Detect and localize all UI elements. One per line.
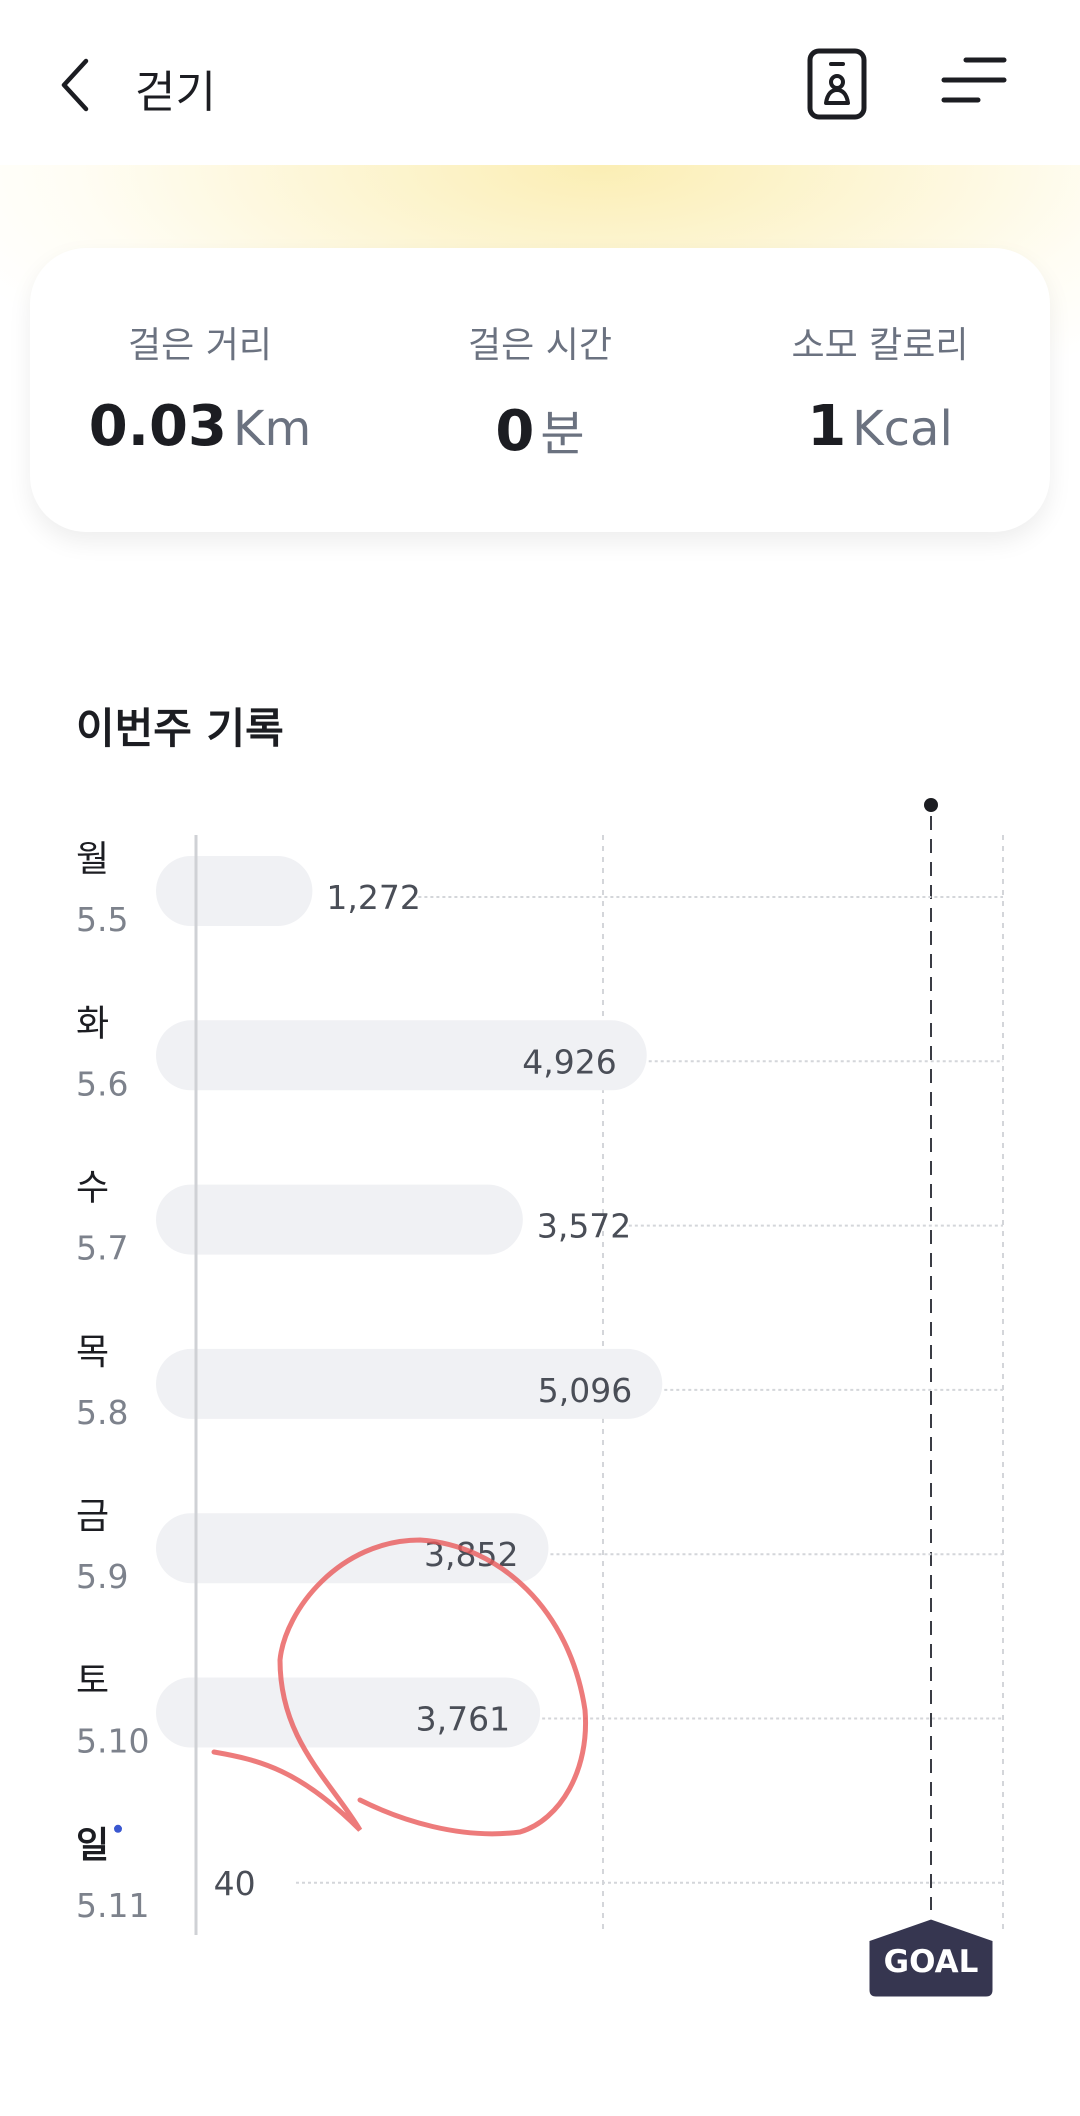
stat-distance: 걸은 거리 0.03 Km: [30, 248, 370, 532]
day-label: 목: [76, 1332, 109, 1373]
value-label: 5,096: [538, 1371, 632, 1410]
day-label: 금: [76, 1496, 109, 1537]
date-label: 5.5: [76, 900, 128, 939]
stat-label: 소모 칼로리: [791, 325, 969, 366]
day-label: 화: [76, 1003, 109, 1044]
bar: [156, 1513, 549, 1584]
menu-icon: [941, 57, 1007, 103]
value-label: 3,761: [416, 1700, 510, 1739]
weekly-record-title: 이번주 기록: [76, 704, 284, 753]
id-card-icon: [807, 48, 867, 120]
date-label: 5.6: [76, 1064, 128, 1103]
stat-value: 0.03: [88, 394, 227, 459]
weekly-steps-chart: 월 5.5 1,272 화 5.6 4,926 수 5.7 3,572 목 5.8 5,096 금 5.9…: [76, 798, 1004, 2000]
goal-badge: [866, 1916, 996, 2000]
goal-marker-dot: [924, 798, 938, 812]
day-label: 월: [76, 839, 109, 880]
value-label: 3,572: [537, 1207, 631, 1246]
value-label: 40: [214, 1864, 256, 1903]
goal-badge-label: GOAL: [884, 1944, 979, 1980]
profile-card-button[interactable]: [806, 48, 870, 124]
day-label: 토: [76, 1661, 109, 1702]
back-button[interactable]: [52, 55, 102, 115]
stat-unit: 분: [540, 406, 585, 462]
annotation-circle: [211, 1537, 589, 1837]
stat-calories: 소모 칼로리 1 Kcal: [710, 248, 1050, 532]
top-app-bar: 걷기: [0, 0, 1080, 165]
date-label: 5.10: [76, 1722, 149, 1761]
page-title: 걷기: [135, 67, 216, 118]
day-label: 일: [76, 1825, 109, 1866]
bar: [156, 1677, 541, 1748]
stat-unit: Km: [232, 401, 312, 457]
menu-button[interactable]: [940, 56, 1010, 114]
value-label: 1,272: [326, 878, 420, 917]
date-label: 5.9: [76, 1557, 128, 1596]
stat-value: 0: [495, 399, 535, 464]
bar: [156, 856, 313, 926]
today-dot: [114, 1824, 122, 1833]
date-label: 5.11: [76, 1886, 149, 1925]
stat-label: 걸은 거리: [128, 325, 272, 366]
date-label: 5.8: [76, 1393, 128, 1432]
stat-value: 1: [807, 394, 847, 459]
stat-label: 걸은 시간: [468, 325, 612, 366]
date-label: 5.7: [76, 1229, 128, 1268]
day-label: 수: [76, 1168, 109, 1209]
value-label: 4,926: [522, 1042, 616, 1081]
stat-unit: Kcal: [852, 401, 953, 457]
bar: [156, 1020, 647, 1091]
chevron-left-icon: [61, 58, 89, 112]
bar: [156, 1184, 523, 1255]
bar: [156, 1348, 663, 1419]
